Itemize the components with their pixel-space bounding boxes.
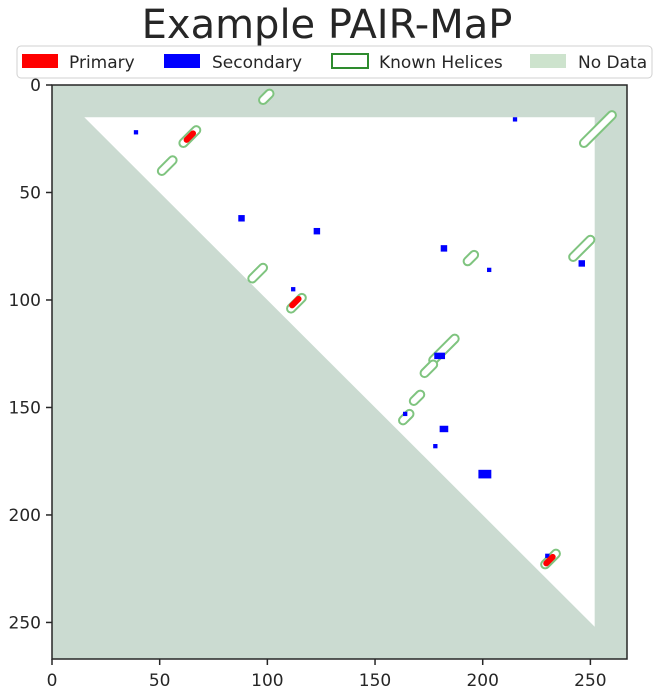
- known-helix-inner: [570, 236, 594, 260]
- secondary-point: [291, 287, 296, 292]
- secondary-point: [313, 227, 321, 235]
- known-helix-inner: [260, 90, 273, 104]
- legend-swatch: [22, 54, 58, 68]
- known-helix-inner: [158, 157, 176, 174]
- legend-swatch: [530, 54, 566, 68]
- secondary-point: [512, 117, 518, 122]
- legend-label: Primary: [69, 53, 135, 73]
- legend-label: Known Helices: [379, 53, 503, 73]
- secondary-point: [133, 130, 139, 135]
- y-tick-label: 150: [9, 398, 41, 418]
- secondary-point: [487, 267, 492, 273]
- secondary-point: [545, 553, 550, 558]
- secondary-point: [478, 469, 492, 479]
- y-tick-label: 250: [9, 613, 41, 633]
- known-helix-inner: [421, 361, 437, 377]
- secondary-point: [578, 260, 586, 267]
- known-helix-inner: [400, 410, 413, 424]
- known-helix-inner: [249, 264, 267, 282]
- y-tick-label: 200: [9, 506, 41, 526]
- primary-point: [289, 295, 302, 309]
- secondary-point: [434, 352, 446, 360]
- primary-point: [543, 553, 556, 567]
- primary-point: [183, 130, 197, 143]
- legend-swatch: [164, 54, 200, 68]
- secondary-point: [433, 444, 438, 449]
- chart-title: Example PAIR-MaP: [142, 2, 513, 48]
- axes: 0 50 100 150 200 250 0 50 100 150 200 250: [9, 76, 628, 691]
- y-tick-label: 0: [30, 76, 41, 96]
- legend-label: Secondary: [212, 53, 302, 73]
- secondary-point: [238, 215, 245, 222]
- secondary-point: [440, 245, 448, 252]
- legend: Primary Secondary Known Helices No Data: [16, 45, 653, 79]
- known-helix-inner: [410, 391, 424, 405]
- y-tick-label: 50: [19, 183, 41, 203]
- data-region: [84, 117, 595, 627]
- secondary-point: [403, 411, 408, 417]
- legend-label: No Data: [578, 53, 647, 73]
- secondary-point: [439, 425, 449, 433]
- plot-frame: [51, 84, 628, 660]
- plot-area: [52, 85, 627, 659]
- x-tick-label: 0: [47, 671, 58, 691]
- known-helix-inner: [464, 251, 478, 265]
- x-tick-label: 150: [359, 671, 391, 691]
- known-helix-inner: [580, 112, 615, 147]
- legend-swatch: [331, 53, 369, 69]
- x-tick-label: 250: [574, 671, 606, 691]
- x-tick-label: 200: [466, 671, 498, 691]
- y-tick-label: 100: [9, 291, 41, 311]
- x-tick-label: 50: [149, 671, 171, 691]
- x-tick-label: 100: [251, 671, 283, 691]
